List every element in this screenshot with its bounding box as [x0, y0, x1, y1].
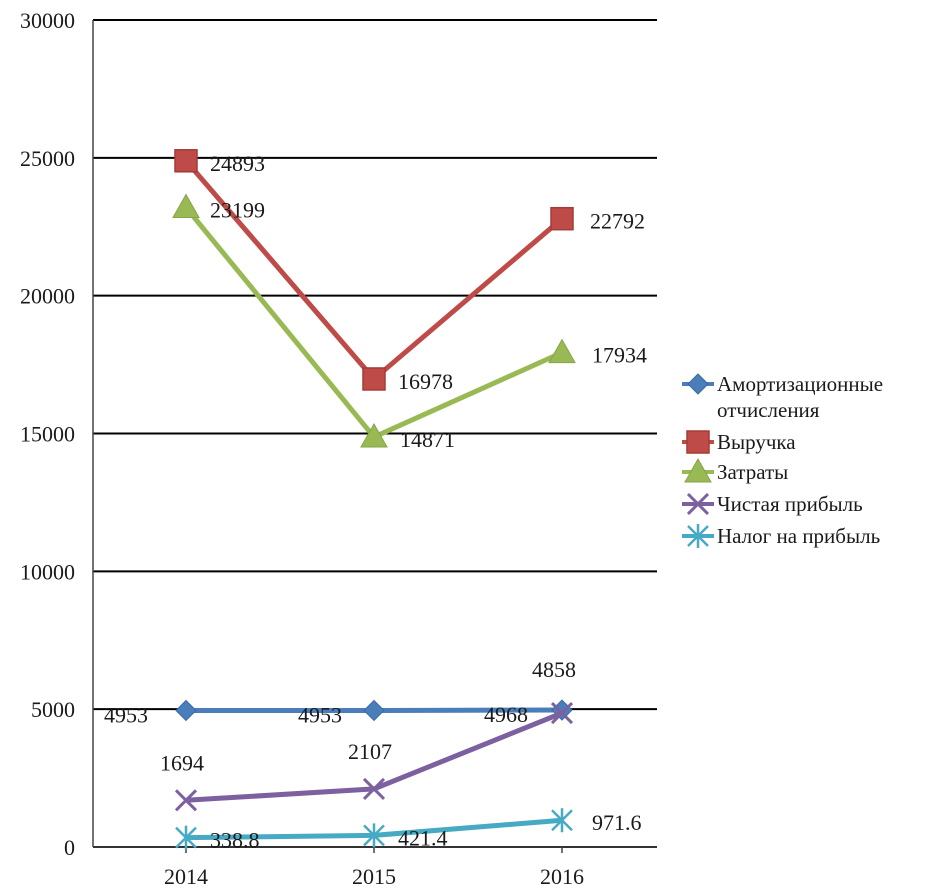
- data-point: [549, 340, 575, 363]
- data-point: [363, 368, 385, 390]
- data-point: [175, 150, 197, 172]
- series-line: [186, 207, 562, 437]
- legend-item: Чистая прибыль: [682, 492, 863, 516]
- data-point: [364, 700, 384, 720]
- data-label: 14871: [400, 427, 455, 452]
- y-tick-label: 15000: [20, 422, 75, 447]
- data-label: 24893: [210, 151, 265, 176]
- y-tick-label: 30000: [20, 8, 75, 33]
- data-label: 4968: [484, 702, 528, 727]
- data-label: 4953: [104, 702, 148, 727]
- data-label: 22792: [590, 209, 645, 234]
- y-tick-label: 0: [64, 835, 75, 860]
- y-tick-label: 5000: [31, 697, 75, 722]
- data-label: 17934: [592, 343, 647, 368]
- x-tick-label: 2016: [540, 864, 584, 888]
- y-tick-label: 25000: [20, 146, 75, 171]
- legend-label: Выручка: [717, 430, 796, 454]
- legend-item: Налог на прибыль: [682, 524, 880, 548]
- legend-item: Затраты: [682, 459, 788, 484]
- legend-marker: [687, 431, 709, 453]
- legend-label: Налог на прибыль: [717, 524, 880, 548]
- data-point: [551, 208, 573, 230]
- label-layer: 4953 4953 4968 24893 16978 22792 23199 14871 179…: [104, 151, 647, 853]
- data-label: 4858: [532, 657, 576, 682]
- y-tick-label: 20000: [20, 284, 75, 309]
- legend-label: Амортизационные: [717, 372, 883, 396]
- axis-layer: 0 5000 10000 15000 20000 25000 30000 2014 2015 20…: [20, 8, 657, 888]
- data-label: 16978: [398, 369, 453, 394]
- y-tick-label: 10000: [20, 559, 75, 584]
- data-point: [176, 700, 196, 720]
- data-label: 338.8: [210, 828, 260, 853]
- data-label: 1694: [160, 750, 204, 775]
- data-label: 23199: [210, 197, 265, 222]
- data-label: 2107: [348, 739, 392, 764]
- data-label: 421.4: [398, 825, 448, 850]
- data-label: 971.6: [592, 810, 642, 835]
- legend-label: Чистая прибыль: [717, 492, 863, 516]
- data-label: 4953: [298, 702, 342, 727]
- x-tick-label: 2015: [352, 864, 396, 888]
- legend-label: отчисления: [717, 398, 820, 422]
- legend-label: Затраты: [717, 460, 788, 484]
- series-line: [186, 161, 562, 379]
- data-point: [173, 194, 199, 217]
- x-tick-label: 2014: [164, 864, 208, 888]
- legend-item: Выручка: [682, 430, 796, 454]
- legend-marker: [688, 374, 708, 394]
